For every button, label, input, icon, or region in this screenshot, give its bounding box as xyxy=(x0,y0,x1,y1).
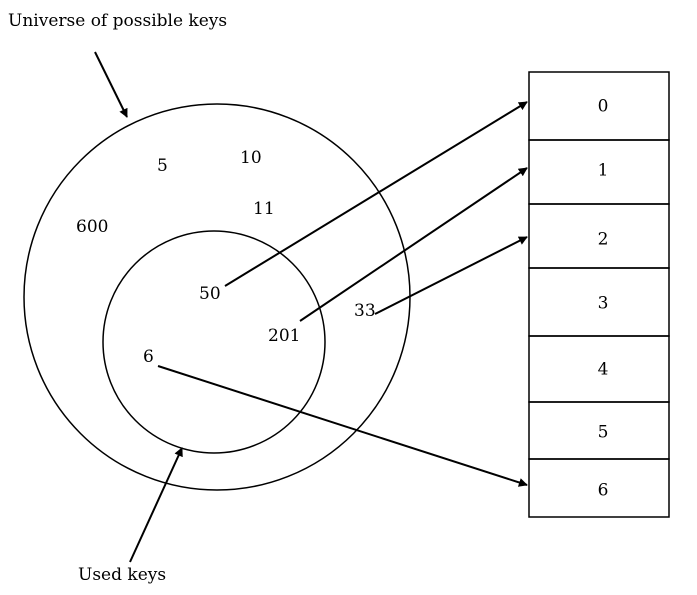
mapping-arrow-6-to-6 xyxy=(157,365,528,487)
key-6: 6 xyxy=(143,347,154,367)
key-10: 10 xyxy=(240,148,262,168)
key-5: 5 xyxy=(157,156,168,176)
mapping-arrow-50-to-0 xyxy=(224,101,528,287)
mapping-arrow-201-to-1 xyxy=(299,167,528,322)
key-11: 11 xyxy=(253,199,275,219)
used-keys-pointer-arrow xyxy=(129,447,183,563)
table-slot-label-2: 2 xyxy=(598,230,609,250)
table-slot-6 xyxy=(528,458,670,518)
table-slot-label-6: 6 xyxy=(598,481,609,501)
mapping-arrow-33-to-2 xyxy=(374,236,528,315)
key-50: 50 xyxy=(199,284,221,304)
table-slot-label-0: 0 xyxy=(598,97,609,117)
universe-label: Universe of possible keys xyxy=(8,11,227,31)
table-slot-label-3: 3 xyxy=(598,294,609,314)
used-keys-circle xyxy=(102,230,326,454)
key-600: 600 xyxy=(76,217,108,237)
key-201: 201 xyxy=(268,326,300,346)
key-33: 33 xyxy=(354,301,376,321)
table-slot-label-4: 4 xyxy=(598,360,609,380)
universe-pointer-arrow xyxy=(94,51,128,118)
hash-table: 0 1 2 3 4 5 6 xyxy=(528,71,670,518)
table-slot-label-5: 5 xyxy=(598,423,609,443)
used-keys-label: Used keys xyxy=(78,565,166,585)
table-slot-label-1: 1 xyxy=(598,161,609,181)
